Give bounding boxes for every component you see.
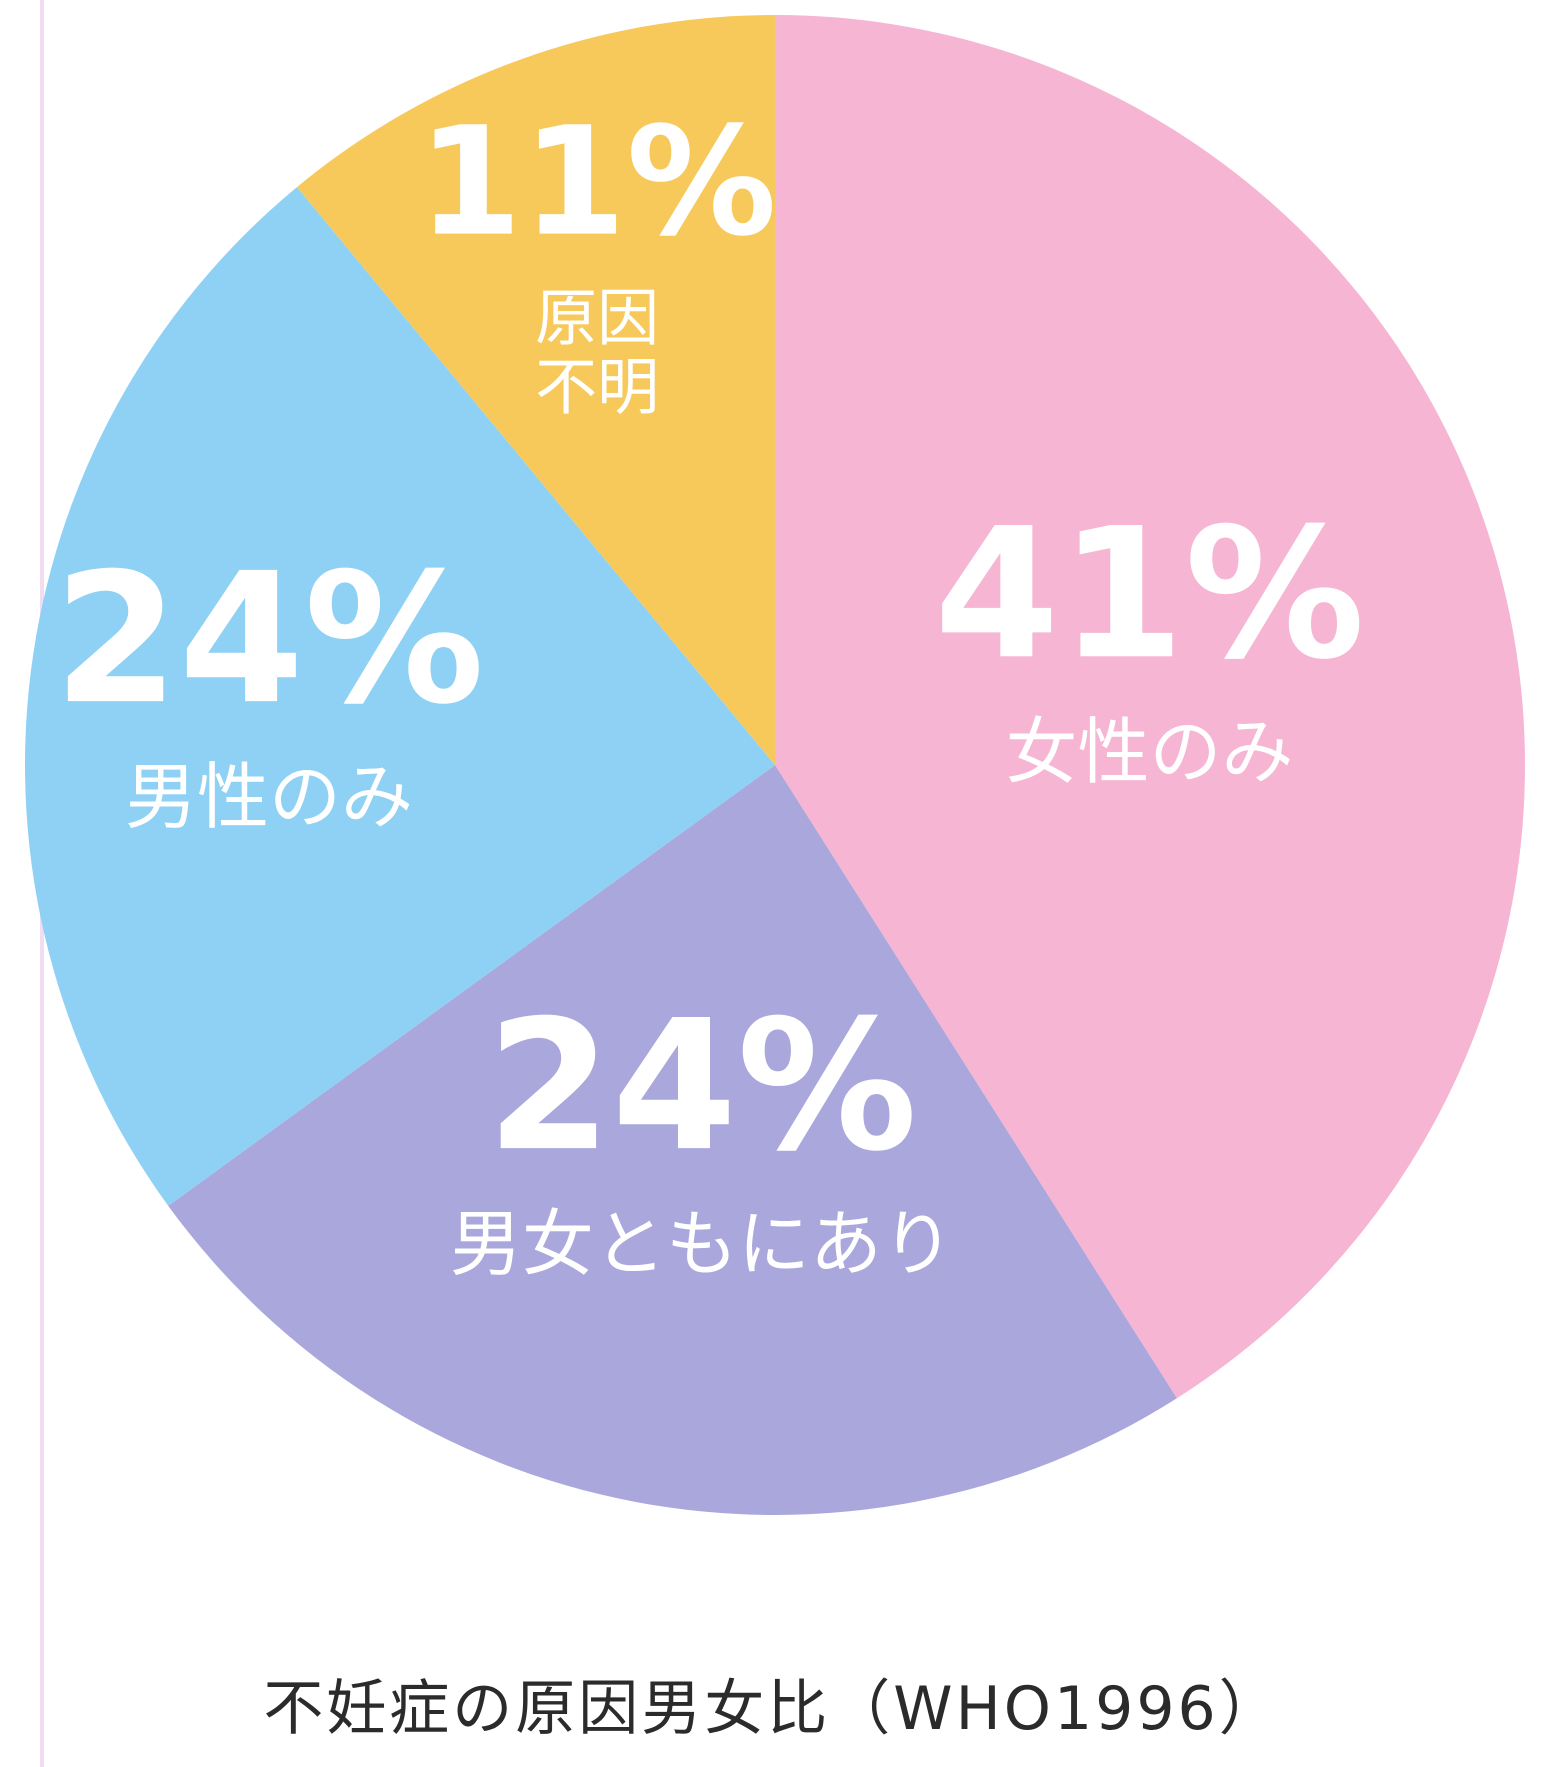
slice-category-label: 男女ともにあり <box>450 1202 954 1286</box>
slice-category-label: 不明 <box>535 351 659 424</box>
pie-slice-3 <box>296 15 775 765</box>
slice-percent-label: 24% <box>54 535 485 744</box>
slice-percent-label: 41% <box>934 490 1365 699</box>
pie-slices <box>24 15 1525 1515</box>
slice-category-label: 女性のみ <box>1006 710 1294 794</box>
chart-caption: 不妊症の原因男女比（WHO1996） <box>263 1674 1282 1744</box>
pie-slice-0 <box>775 15 1525 1399</box>
pie-slice-2 <box>24 187 775 1206</box>
slice-category-label: 原因 <box>535 281 659 354</box>
slice-percent-label: 11% <box>418 96 777 270</box>
pie-slice-1 <box>168 765 1177 1515</box>
slice-category-label: 男性のみ <box>125 755 413 839</box>
slice-percent-label: 24% <box>486 982 917 1191</box>
